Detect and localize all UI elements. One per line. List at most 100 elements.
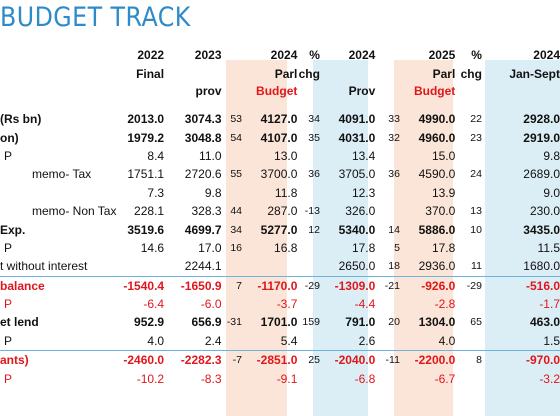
table-cell: 287.0	[267, 204, 298, 219]
table-cell: 2720.6	[184, 167, 222, 182]
table-cell: 15.0	[431, 148, 456, 163]
table-row: et lend 952.9 656.9 -31 1701.0 159 791.0 20 1304…	[0, 313, 560, 331]
table-cell	[375, 332, 400, 351]
header-cell: Prov	[348, 83, 376, 98]
table-cell: 11.0	[199, 148, 222, 163]
table-cell	[455, 147, 482, 165]
table-cell: 228.1	[134, 204, 165, 219]
table-cell: -516.0	[481, 275, 560, 295]
header-cell: chg	[298, 67, 320, 81]
table-cell: -8.3	[200, 371, 222, 386]
header-cell	[320, 66, 375, 82]
table-cell: 12.3	[351, 185, 376, 200]
table-cell: 13.4	[351, 148, 376, 163]
table-cell: 4127.0	[260, 112, 298, 127]
table-cell: 53	[230, 113, 242, 126]
table-cell: 36	[308, 168, 320, 181]
table-cell: 1304.0	[418, 315, 456, 330]
table-cell: 33	[388, 113, 400, 126]
table-cell	[297, 184, 320, 202]
table-cell: 16	[230, 241, 242, 254]
table-cell: 2.4	[204, 333, 222, 348]
table-cell: 1680.0	[523, 259, 560, 274]
table-row: ants) -2460.0 -2282.3 -7 -2851.0 25 -2040.0 -11…	[0, 350, 560, 370]
header-cell	[222, 82, 243, 99]
table-cell: 65	[470, 316, 482, 329]
table-cell	[222, 332, 243, 351]
header-cell: %	[309, 48, 320, 62]
table-cell: 4031.0	[338, 130, 376, 145]
table-cell: 8.4	[147, 148, 165, 163]
table-cell: -970.0	[481, 350, 560, 370]
table-cell: 13.9	[431, 185, 456, 200]
row-label: on)	[0, 130, 19, 145]
table-cell: 17.8	[431, 240, 456, 255]
table-cell: 3048.8	[184, 130, 222, 145]
table-cell: -1650.9	[164, 275, 222, 295]
table-cell: 35	[308, 131, 320, 144]
table-cell: 54	[230, 131, 242, 144]
header-cell: Parl	[274, 67, 298, 81]
table-cell: 3700.0	[260, 167, 298, 182]
table-cell	[222, 369, 243, 387]
header-row: 2022 2023 2024% 2024 2025% 2024	[0, 44, 560, 66]
table-cell: -1309.0	[319, 275, 376, 295]
budget-table: 2022 2023 2024% 2024 2025% 2024 Final Parl chg Pa…	[0, 44, 560, 388]
spacer-row	[0, 99, 560, 110]
table-cell	[455, 369, 482, 387]
table-cell: 22	[470, 113, 482, 126]
table-cell: 10	[470, 223, 482, 236]
table-cell: 12	[308, 223, 320, 236]
table-cell	[222, 295, 243, 313]
table-row: P -10.2 -8.3 -9.1 -6.8 -6.7 -3.2	[0, 369, 560, 387]
table-cell: 2244.1	[184, 259, 222, 274]
header-cell: %	[471, 48, 482, 62]
table-cell: 2013.0	[127, 112, 165, 127]
header-cell: Budget	[256, 83, 298, 98]
table-row: 7.3 9.8 11.8 12.3 13.9 9.0	[0, 184, 560, 202]
header-cell: Parl	[432, 67, 456, 81]
table-cell: 11	[471, 260, 482, 273]
table-cell: 14	[388, 223, 400, 236]
header-cell: 2024	[348, 48, 376, 62]
table-cell: 25	[297, 350, 320, 370]
table-cell: 18	[388, 260, 400, 273]
table-cell: 5340.0	[338, 222, 376, 237]
table-cell: 4990.0	[418, 112, 456, 127]
table-cell: 34	[308, 113, 320, 126]
header-cell: Jan-Sept	[509, 67, 560, 81]
table-cell	[297, 147, 320, 165]
table-row: Exp. 3519.6 4699.7 34 5277.0 12 5340.0 14 5886.0…	[0, 220, 560, 238]
table-cell	[297, 257, 320, 276]
table-cell: 13	[470, 205, 482, 218]
table-cell: 20	[388, 316, 400, 329]
table-cell: 36	[388, 168, 400, 181]
table-cell: 1751.1	[127, 167, 165, 182]
table-cell: -2200.0	[399, 350, 456, 370]
table-cell: 8	[455, 350, 482, 370]
table-cell: 13.0	[274, 148, 298, 163]
table-cell	[375, 295, 400, 313]
row-label: P	[4, 333, 13, 348]
header-cell	[375, 44, 400, 66]
row-label: memo- Non Tax	[32, 204, 117, 219]
table-cell: 2650.0	[338, 259, 376, 274]
header-cell	[164, 66, 221, 82]
table-cell: -7	[221, 350, 242, 370]
table-cell: 11.8	[274, 185, 298, 200]
table-cell	[297, 332, 320, 351]
table-cell	[375, 369, 400, 387]
header-cell: Budget	[413, 83, 456, 98]
row-label: t without interest	[0, 259, 88, 274]
table-cell	[222, 257, 243, 276]
table-cell: -1.7	[539, 297, 560, 312]
table-row: P 8.4 11.0 13.0 13.4 15.0 9.8	[0, 147, 560, 165]
table-cell: 11.5	[537, 240, 560, 255]
table-cell: 1701.0	[260, 315, 298, 330]
row-label: ants)	[0, 350, 109, 370]
table-cell: 34	[230, 223, 242, 236]
row-label: P	[4, 297, 13, 312]
table-cell: 24	[470, 168, 482, 181]
table-cell: 5	[394, 241, 400, 254]
table-cell	[222, 184, 243, 202]
